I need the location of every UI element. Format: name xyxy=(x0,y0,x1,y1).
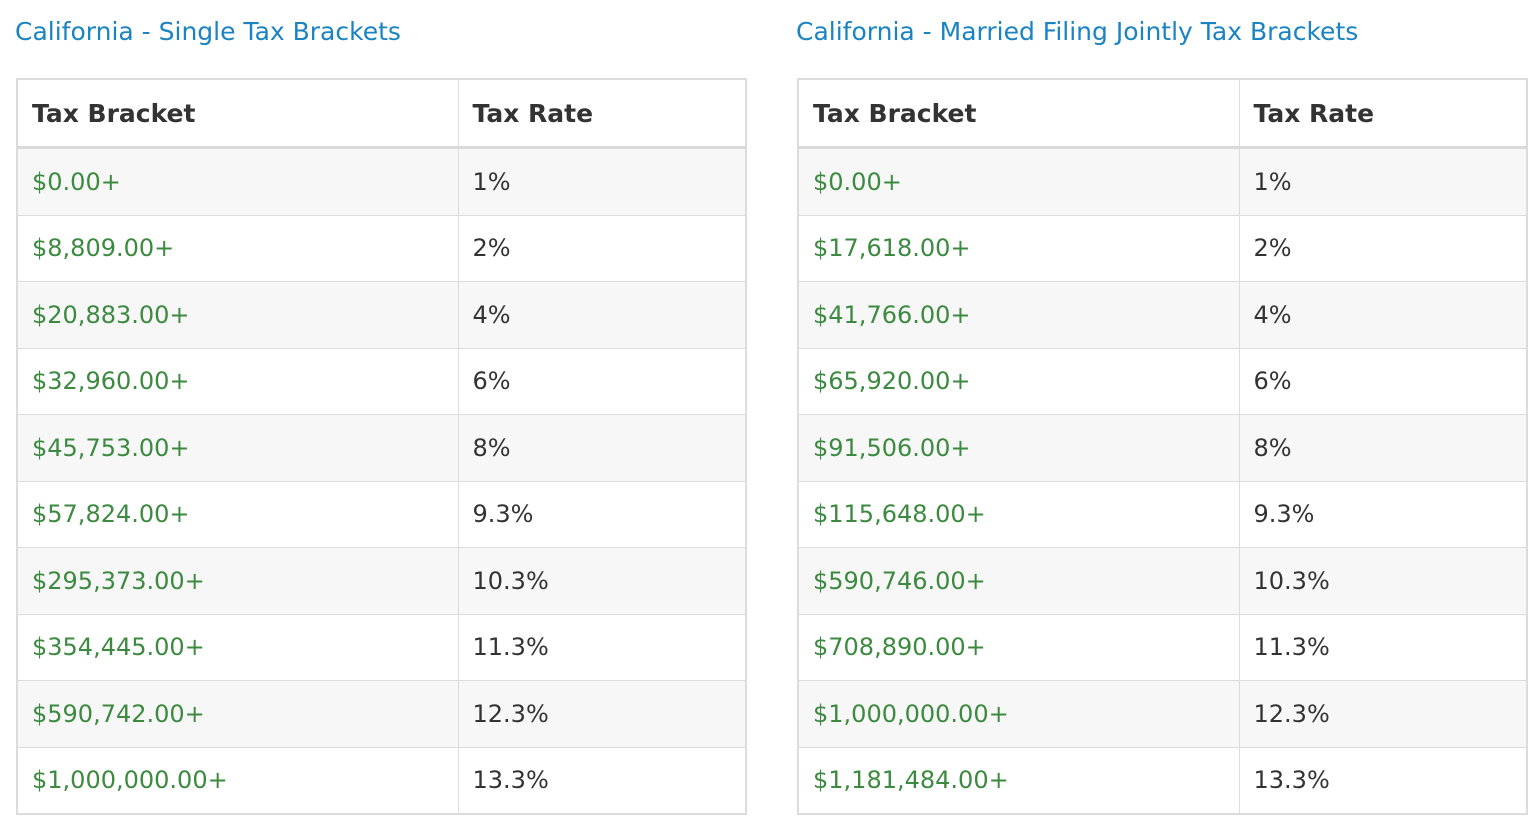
bracket-rate: 11.3% xyxy=(1238,613,1528,681)
bracket-amount: $590,742.00+ xyxy=(16,680,459,748)
bracket-amount: $65,920.00+ xyxy=(797,347,1240,415)
bracket-amount: $0.00+ xyxy=(16,147,459,216)
bracket-amount: $45,753.00+ xyxy=(16,414,459,482)
bracket-rate: 10.3% xyxy=(457,547,747,615)
bracket-rate: 9.3% xyxy=(1238,480,1528,548)
bracket-amount: $41,766.00+ xyxy=(797,281,1240,349)
bracket-rate: 4% xyxy=(457,281,747,349)
column-header-tax-rate: Tax Rate xyxy=(1238,78,1528,149)
table-row: $91,506.00+ 8% xyxy=(797,414,1528,482)
bracket-rate: 10.3% xyxy=(1238,547,1528,615)
table-row: $65,920.00+ 6% xyxy=(797,347,1528,415)
table-row: $1,000,000.00+ 13.3% xyxy=(16,746,747,815)
table-row: $20,883.00+ 4% xyxy=(16,281,747,349)
table-row: $17,618.00+ 2% xyxy=(797,214,1528,282)
bracket-rate: 8% xyxy=(457,414,747,482)
bracket-amount: $32,960.00+ xyxy=(16,347,459,415)
table-header-row: Tax Bracket Tax Rate xyxy=(16,78,747,149)
column-header-tax-bracket: Tax Bracket xyxy=(16,78,459,149)
table-row: $1,181,484.00+ 13.3% xyxy=(797,746,1528,815)
table-row: $0.00+ 1% xyxy=(797,147,1528,216)
table-row: $590,742.00+ 12.3% xyxy=(16,680,747,748)
bracket-amount: $57,824.00+ xyxy=(16,480,459,548)
table-row: $590,746.00+ 10.3% xyxy=(797,547,1528,615)
bracket-amount: $20,883.00+ xyxy=(16,281,459,349)
table-row: $8,809.00+ 2% xyxy=(16,214,747,282)
bracket-amount: $17,618.00+ xyxy=(797,214,1240,282)
bracket-rate: 12.3% xyxy=(1238,680,1528,748)
bracket-rate: 11.3% xyxy=(457,613,747,681)
table-row: $295,373.00+ 10.3% xyxy=(16,547,747,615)
table-row: $115,648.00+ 9.3% xyxy=(797,480,1528,548)
bracket-rate: 6% xyxy=(1238,347,1528,415)
bracket-amount: $295,373.00+ xyxy=(16,547,459,615)
bracket-rate: 12.3% xyxy=(457,680,747,748)
table-row: $1,000,000.00+ 12.3% xyxy=(797,680,1528,748)
bracket-rate: 1% xyxy=(457,147,747,216)
table-row: $708,890.00+ 11.3% xyxy=(797,613,1528,681)
bracket-rate: 13.3% xyxy=(457,746,747,815)
bracket-amount: $91,506.00+ xyxy=(797,414,1240,482)
table-row: $45,753.00+ 8% xyxy=(16,414,747,482)
bracket-amount: $354,445.00+ xyxy=(16,613,459,681)
bracket-rate: 2% xyxy=(457,214,747,282)
column-header-tax-rate: Tax Rate xyxy=(457,78,747,149)
table-row: $41,766.00+ 4% xyxy=(797,281,1528,349)
bracket-amount: $1,181,484.00+ xyxy=(797,746,1240,815)
bracket-rate: 13.3% xyxy=(1238,746,1528,815)
married-jointly-brackets-title[interactable]: California - Married Filing Jointly Tax … xyxy=(796,17,1359,46)
single-brackets-table: Tax Bracket Tax Rate $0.00+ 1% $8,809.00… xyxy=(16,78,747,815)
bracket-amount: $115,648.00+ xyxy=(797,480,1240,548)
bracket-amount: $590,746.00+ xyxy=(797,547,1240,615)
bracket-amount: $1,000,000.00+ xyxy=(797,680,1240,748)
bracket-amount: $1,000,000.00+ xyxy=(16,746,459,815)
bracket-amount: $0.00+ xyxy=(797,147,1240,216)
table-row: $32,960.00+ 6% xyxy=(16,347,747,415)
bracket-rate: 9.3% xyxy=(457,480,747,548)
bracket-rate: 6% xyxy=(457,347,747,415)
column-header-tax-bracket: Tax Bracket xyxy=(797,78,1240,149)
bracket-amount: $8,809.00+ xyxy=(16,214,459,282)
single-brackets-title[interactable]: California - Single Tax Brackets xyxy=(15,17,401,46)
bracket-rate: 2% xyxy=(1238,214,1528,282)
table-row: $57,824.00+ 9.3% xyxy=(16,480,747,548)
table-row: $354,445.00+ 11.3% xyxy=(16,613,747,681)
bracket-rate: 1% xyxy=(1238,147,1528,216)
bracket-amount: $708,890.00+ xyxy=(797,613,1240,681)
married-jointly-brackets-table: Tax Bracket Tax Rate $0.00+ 1% $17,618.0… xyxy=(797,78,1528,815)
bracket-rate: 4% xyxy=(1238,281,1528,349)
table-header-row: Tax Bracket Tax Rate xyxy=(797,78,1528,149)
table-row: $0.00+ 1% xyxy=(16,147,747,216)
bracket-rate: 8% xyxy=(1238,414,1528,482)
